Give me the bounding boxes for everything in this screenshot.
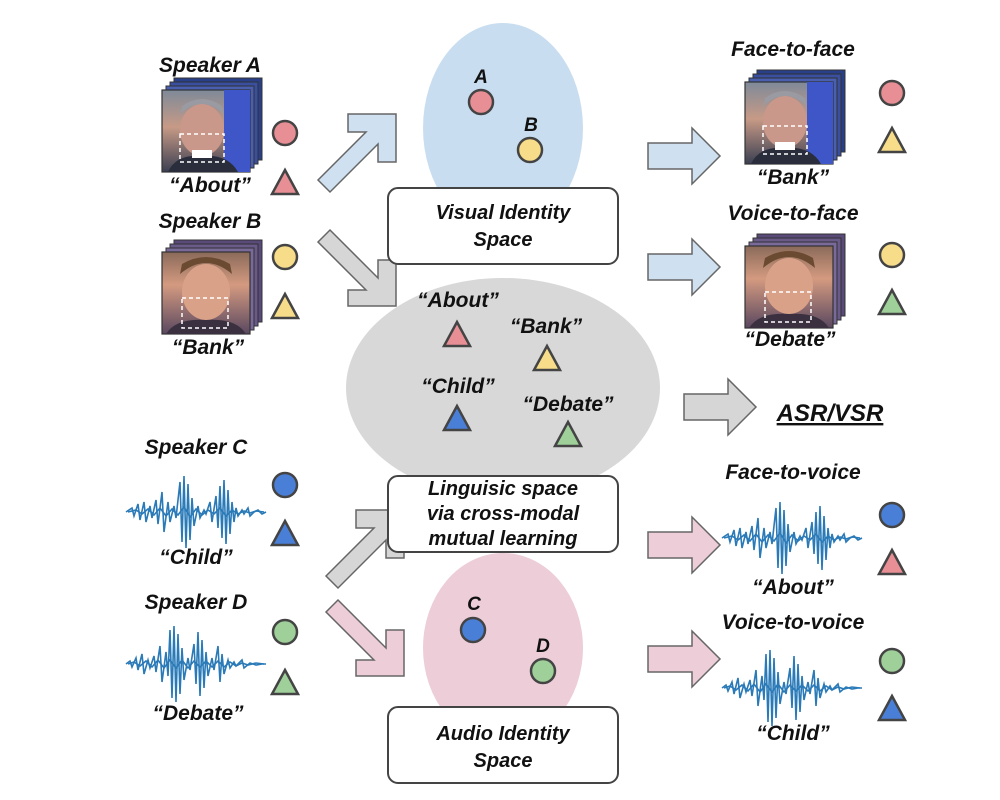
audio-identity-space-ellipse (423, 553, 583, 743)
audio-identity-space-title-2: Space (474, 750, 533, 772)
face-to-voice-label: Face-to-voice (725, 461, 861, 484)
ling-bank-triangle-icon (531, 343, 563, 372)
audio-point-d-label: D (536, 636, 550, 657)
speaker-d-word: “Debate” (152, 702, 244, 725)
audio-identity-space-box (387, 706, 619, 784)
voice-to-voice-word: “Child” (756, 722, 830, 745)
speaker-c-word: “Child” (159, 546, 233, 569)
visual-identity-space-box (387, 187, 619, 265)
visual-point-b-circle-icon (516, 136, 544, 164)
linguistic-space-title-1: Linguisic space (428, 478, 578, 500)
speaker-b-triangle-icon (269, 291, 301, 320)
ling-word-bank: “Bank” (510, 315, 583, 338)
audio-point-c-label: C (467, 594, 481, 615)
linguistic-space-title-3: mutual learning (429, 528, 578, 550)
voice-to-voice-circle-icon (878, 647, 906, 675)
linguistic-space-box (387, 475, 619, 553)
speaker-c-label: Speaker C (145, 436, 249, 459)
speaker-b-face-frames-icon (161, 239, 263, 335)
linguistic-space-ellipse (346, 278, 660, 498)
linguistic-space-title-2: via cross-modal (427, 503, 580, 525)
voice-to-voice-label: Voice-to-voice (722, 611, 865, 634)
speaker-a-triangle-icon (269, 167, 301, 196)
speaker-c-triangle-icon (269, 518, 301, 547)
face-to-voice-waveform-icon (721, 501, 863, 575)
speaker-c-waveform-icon (125, 475, 267, 549)
face-to-voice-triangle-icon (876, 547, 908, 576)
visual-point-a-circle-icon (467, 88, 495, 116)
speaker-b-circle-icon (271, 243, 299, 271)
face-to-voice-word: “About” (752, 576, 834, 599)
voice-to-voice-waveform-icon (721, 649, 863, 727)
audio-point-c-circle-icon (459, 616, 487, 644)
speaker-d-label: Speaker D (145, 591, 248, 614)
visual-identity-space-ellipse (423, 23, 583, 233)
ling-child-triangle-icon (441, 403, 473, 432)
speaker-b-label: Speaker B (159, 210, 262, 233)
arrow-to-face-to-voice (647, 515, 722, 575)
face-to-face-word: “Bank” (757, 166, 830, 189)
visual-identity-space-title-1: Visual Identity (436, 202, 572, 224)
speaker-b-word: “Bank” (172, 336, 245, 359)
visual-point-a-label: A (473, 67, 488, 88)
face-to-voice-circle-icon (878, 501, 906, 529)
audio-identity-space-title-1: Audio Identity (435, 723, 570, 745)
asr-vsr-label: ASR/VSR (776, 400, 884, 427)
arrow-faces-to-visual-space (316, 113, 397, 194)
ling-debate-triangle-icon (552, 419, 584, 448)
face-to-face-circle-icon (878, 79, 906, 107)
audio-point-d-circle-icon (529, 657, 557, 685)
voice-to-face-label: Voice-to-face (727, 202, 858, 225)
arrow-waves-to-audio-space (324, 598, 405, 677)
speaker-a-label: Speaker A (159, 54, 261, 77)
ling-word-child: “Child” (421, 375, 495, 398)
visual-point-b-label: B (524, 115, 538, 136)
arrow-to-asr-vsr (683, 377, 758, 437)
ling-word-about: “About” (417, 289, 499, 312)
voice-to-voice-triangle-icon (876, 693, 908, 722)
arrow-faces-to-linguistic-space (316, 228, 397, 307)
speaker-d-triangle-icon (269, 667, 301, 696)
arrow-to-voice-to-voice (647, 629, 722, 689)
speaker-a-face-frames-icon (161, 77, 263, 173)
face-to-face-triangle-icon (876, 125, 908, 154)
visual-identity-space-title-2: Space (474, 229, 533, 251)
face-to-face-frames-icon (744, 69, 846, 165)
speaker-a-circle-icon (271, 119, 299, 147)
voice-to-face-frames-icon (744, 233, 846, 329)
speaker-c-circle-icon (271, 471, 299, 499)
arrow-to-voice-to-face (647, 237, 722, 297)
voice-to-face-word: “Debate” (744, 328, 836, 351)
speaker-d-waveform-icon (125, 625, 267, 703)
ling-about-triangle-icon (441, 319, 473, 348)
arrow-to-face-to-face (647, 126, 722, 186)
voice-to-face-triangle-icon (876, 287, 908, 316)
face-to-face-label: Face-to-face (731, 38, 855, 61)
speaker-d-circle-icon (271, 618, 299, 646)
ling-word-debate: “Debate” (522, 393, 614, 416)
voice-to-face-circle-icon (878, 241, 906, 269)
speaker-a-word: “About” (169, 174, 251, 197)
